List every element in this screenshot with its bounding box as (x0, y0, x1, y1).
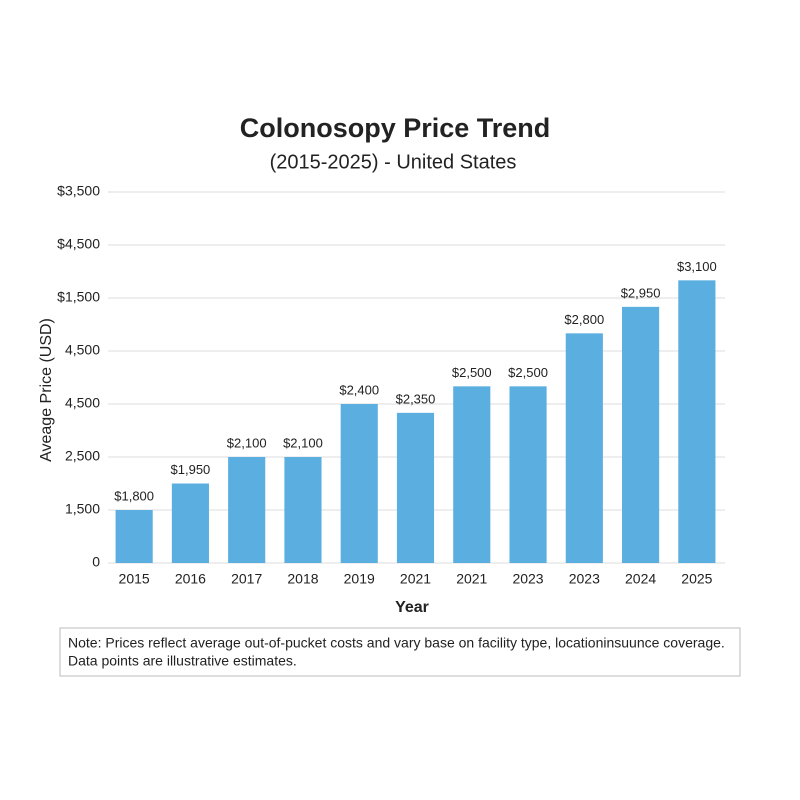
value-label: $2,950 (621, 285, 661, 300)
value-label: $1,950 (171, 462, 211, 477)
x-tick-label: 2019 (344, 571, 375, 587)
bar (396, 412, 435, 563)
value-label: $2,500 (452, 365, 492, 380)
bar (115, 510, 153, 563)
value-label: $2,350 (396, 391, 436, 406)
y-tick-label: $3,500 (57, 183, 100, 199)
value-label: $2,100 (227, 435, 267, 450)
y-tick-label: 4,500 (65, 342, 100, 358)
value-label: $2,100 (283, 435, 323, 450)
x-tick-label: 2015 (119, 571, 150, 587)
note-line: Note: Prices reflect average out-of-puck… (68, 635, 725, 651)
bar (678, 280, 716, 563)
x-tick-label: 2018 (287, 571, 318, 587)
bar (228, 457, 266, 563)
note-line: Data points are illustrative estimates. (68, 653, 297, 669)
x-axis-label: Year (395, 599, 429, 616)
x-tick-label: 2021 (400, 571, 431, 587)
bar (171, 483, 209, 563)
x-tick-label: 2023 (512, 571, 543, 587)
y-tick-label: 2,500 (65, 448, 100, 464)
x-tick-label: 2017 (231, 571, 262, 587)
y-tick-label: 0 (92, 554, 100, 570)
value-label: $2,500 (508, 365, 548, 380)
value-label: $2,400 (339, 382, 379, 397)
value-label: $3,100 (677, 259, 717, 274)
bar (284, 457, 322, 563)
bar (565, 333, 603, 563)
y-tick-label: $4,500 (57, 236, 100, 252)
x-tick-label: 2024 (625, 571, 656, 587)
y-tick-label: $1,500 (57, 289, 100, 305)
x-tick-label: 2025 (681, 571, 712, 587)
y-tick-label: 1,500 (65, 501, 100, 517)
y-axis-label: Aveage Price (USD) (38, 318, 55, 462)
bar (622, 306, 660, 563)
x-tick-label: 2021 (456, 571, 487, 587)
chart-subtitle: (2015-2025) - United States (270, 151, 517, 173)
x-tick-label: 2023 (569, 571, 600, 587)
note-box (59, 627, 741, 677)
value-label: $2,800 (564, 312, 604, 327)
y-tick-label: 4,500 (65, 395, 100, 411)
bar (509, 386, 547, 563)
chart-title: Colonosopy Price Trend (240, 113, 551, 143)
x-tick-label: 2016 (175, 571, 206, 587)
value-label: $1,800 (114, 488, 154, 503)
bar (453, 386, 491, 563)
bar (340, 404, 378, 563)
